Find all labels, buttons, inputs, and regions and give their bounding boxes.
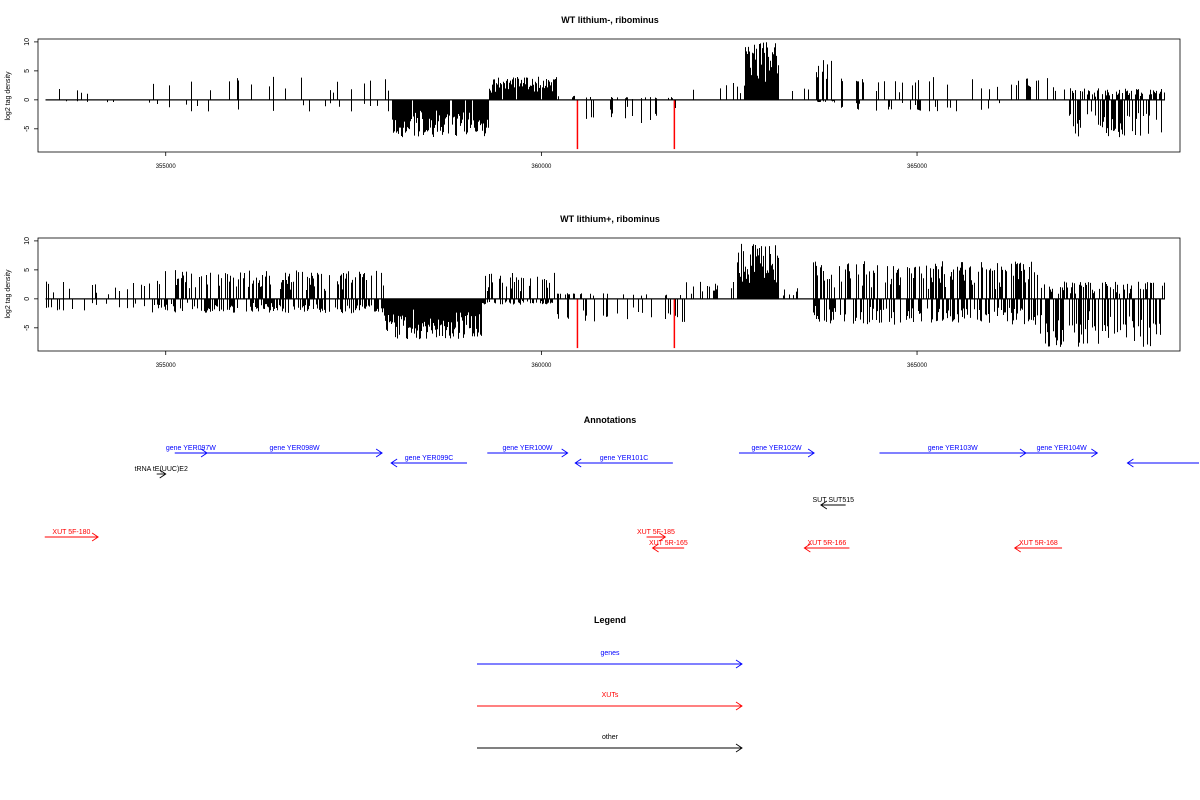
feature-arrowhead bbox=[159, 469, 167, 479]
feature-label: gene YER100W bbox=[502, 445, 552, 452]
feature-arrowhead bbox=[659, 532, 667, 542]
feature-arrowhead bbox=[651, 543, 659, 553]
panel1-frame bbox=[37, 38, 1181, 153]
feature-label: gene YER103W bbox=[928, 445, 978, 452]
feature-label: SUT SUT515 bbox=[813, 497, 855, 504]
y-tick-label: 0 bbox=[24, 98, 31, 102]
y-tick-label: 5 bbox=[24, 69, 31, 73]
panel2-ylabel: log2 tag density bbox=[5, 269, 12, 319]
x-tick-label: 355000 bbox=[156, 164, 177, 170]
y-tick-label: -5 bbox=[24, 126, 31, 132]
feature-arrowhead bbox=[1126, 458, 1134, 468]
y-tick-label: 5 bbox=[24, 268, 31, 272]
annotation-feature: SUT SUT515 bbox=[813, 497, 855, 510]
x-tick-label: 365000 bbox=[907, 164, 928, 170]
feature-label: gene YER104W bbox=[1037, 445, 1087, 452]
feature-arrowhead bbox=[1019, 448, 1027, 458]
annotation-feature: gene YER099C bbox=[390, 455, 468, 468]
feature-label: gene YER101C bbox=[600, 455, 649, 462]
annotation-feature: gene YER102W bbox=[738, 445, 815, 458]
annotation-feature: tRNA tE(UUC)E2 bbox=[135, 466, 188, 479]
annotation-feature: gene YER104W bbox=[1025, 445, 1099, 458]
legend-panel: Legend genes XUTs other bbox=[477, 615, 743, 753]
annotation-feature bbox=[1126, 458, 1199, 468]
feature-arrowhead bbox=[200, 448, 208, 458]
panel2-title: WT lithium+, ribominus bbox=[560, 214, 660, 224]
feature-arrowhead bbox=[1091, 448, 1099, 458]
legend-label: XUTs bbox=[602, 692, 619, 699]
legend-entry: genes bbox=[477, 650, 743, 669]
panel2-frame bbox=[37, 237, 1181, 352]
feature-arrowhead bbox=[807, 448, 815, 458]
feature-arrowhead bbox=[375, 448, 383, 458]
legend-title: Legend bbox=[594, 615, 626, 625]
feature-label: XUT 5R-166 bbox=[807, 540, 846, 547]
annotation-feature: gene YER097W bbox=[166, 445, 216, 458]
panel1-y-axis: -5 0 5 10 bbox=[24, 38, 38, 132]
annotation-feature: XUT 5R-168 bbox=[1013, 540, 1063, 553]
y-tick-label: 0 bbox=[24, 297, 31, 301]
panel1-ylabel: log2 tag density bbox=[5, 71, 12, 121]
feature-arrowhead bbox=[574, 458, 582, 468]
annotation-features: gene YER097W gene YER098W gene YER099C gene… bbox=[44, 445, 1199, 553]
feature-arrowhead bbox=[561, 448, 569, 458]
annotation-feature: XUT 5F-185 bbox=[637, 529, 675, 542]
feature-label: XUT 5F-180 bbox=[52, 529, 90, 536]
panel2-y-axis: -5 0 5 10 bbox=[24, 237, 38, 331]
legend-arrowhead bbox=[735, 743, 743, 753]
x-tick-label: 355000 bbox=[156, 363, 177, 369]
panel2-x-axis: 355000 360000 365000 bbox=[156, 351, 928, 369]
feature-label: gene YER099C bbox=[405, 455, 454, 462]
annotations-title: Annotations bbox=[584, 415, 637, 425]
feature-label: XUT 5F-185 bbox=[637, 529, 675, 536]
feature-arrowhead bbox=[91, 532, 99, 542]
legend-entry: XUTs bbox=[477, 692, 743, 711]
annotations-panel: Annotations gene YER097W gene YER098Wgene… bbox=[44, 415, 1199, 553]
annotation-feature: gene YER100W bbox=[487, 445, 569, 458]
annotation-feature: XUT 5R-165 bbox=[649, 540, 688, 553]
x-tick-label: 365000 bbox=[907, 363, 928, 369]
legend-arrowhead bbox=[735, 659, 743, 669]
feature-arrowhead bbox=[803, 543, 811, 553]
density-panel-lithium-minus: WT lithium-, ribominus log2 tag density … bbox=[5, 15, 1181, 170]
feature-label: gene YER097W bbox=[166, 445, 216, 452]
legend-entries: genes XUTs other bbox=[477, 650, 743, 753]
feature-label: XUT 5R-168 bbox=[1019, 540, 1058, 547]
annotation-feature: gene YER098W bbox=[207, 445, 383, 458]
x-tick-label: 360000 bbox=[531, 164, 552, 170]
x-tick-label: 360000 bbox=[531, 363, 552, 369]
feature-arrowhead bbox=[1013, 543, 1021, 553]
feature-label: XUT 5R-165 bbox=[649, 540, 688, 547]
panel1-x-axis: 355000 360000 365000 bbox=[156, 152, 928, 170]
legend-label: other bbox=[602, 734, 619, 741]
y-tick-label: -5 bbox=[24, 325, 31, 331]
annotation-feature: gene YER103W bbox=[879, 445, 1027, 458]
y-tick-label: 10 bbox=[24, 38, 31, 46]
feature-arrowhead bbox=[820, 500, 828, 510]
legend-label: genes bbox=[600, 650, 620, 657]
panel1-bars bbox=[59, 42, 1165, 150]
feature-arrowhead bbox=[390, 458, 398, 468]
legend-arrowhead bbox=[735, 701, 743, 711]
density-panel-lithium-plus: WT lithium+, ribominus log2 tag density … bbox=[5, 214, 1181, 369]
feature-label: gene YER098W bbox=[270, 445, 320, 452]
legend-entry: other bbox=[477, 734, 743, 753]
annotation-feature: XUT 5R-166 bbox=[803, 540, 850, 553]
annotation-feature: XUT 5F-180 bbox=[44, 529, 99, 542]
feature-label: tRNA tE(UUC)E2 bbox=[135, 466, 188, 473]
annotation-feature: gene YER101C bbox=[574, 455, 673, 468]
y-tick-label: 10 bbox=[24, 237, 31, 245]
panel2-bars bbox=[46, 243, 1165, 349]
panel1-title: WT lithium-, ribominus bbox=[561, 15, 659, 25]
feature-label: gene YER102W bbox=[752, 445, 802, 452]
